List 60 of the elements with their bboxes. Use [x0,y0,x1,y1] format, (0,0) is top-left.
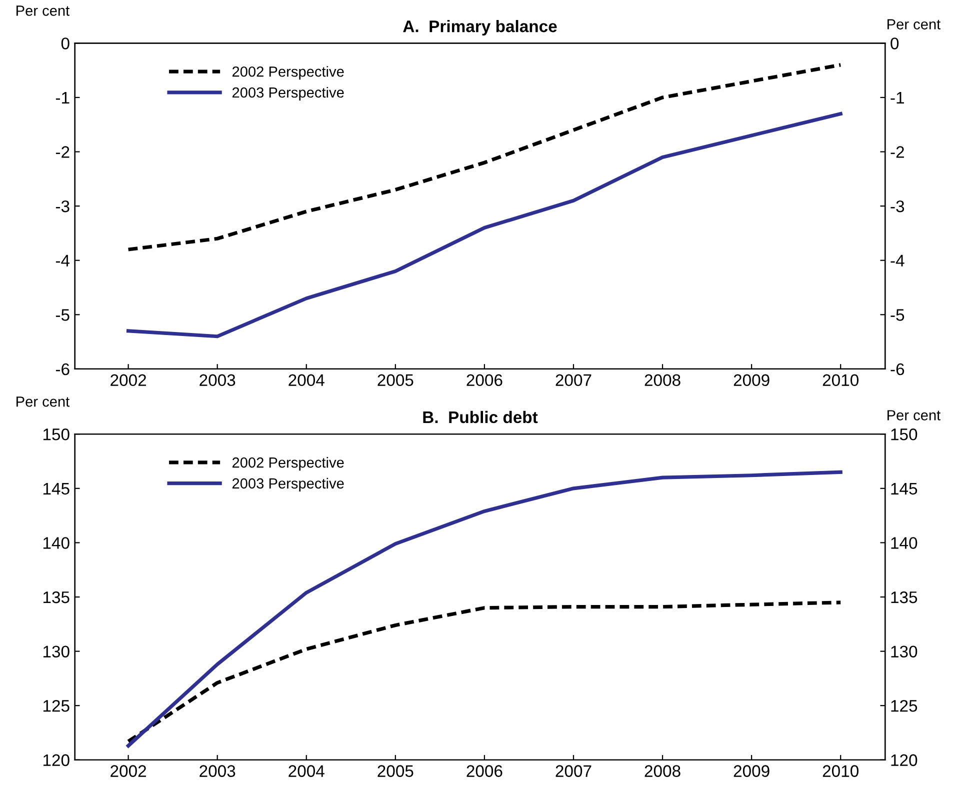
line-series [126,600,842,744]
x-tick-label: 2006 [466,765,502,777]
x-tick-label: 2008 [644,374,680,386]
y-tick-label: 130 [43,646,70,658]
x-tick-label: 2007 [556,765,592,777]
y-tick-label: 135 [43,591,70,604]
x-tick-label: 2009 [734,765,770,777]
y2-tick-label: -5 [890,309,904,321]
y2-axis-title: Per cent [888,410,941,420]
y2-tick-label: -4 [890,254,904,266]
y2-tick-label: 125 [891,700,918,712]
y-axis-title: Per cent [16,396,70,407]
x-tick-label: 2010 [822,765,858,777]
y2-tick-label: -3 [890,200,904,212]
y2-tick-label: 140 [891,537,918,549]
x-tick-label: 2005 [378,374,414,386]
y2-tick-label: 145 [891,482,918,495]
y2-tick-label: 135 [891,591,918,604]
legend-label: 2003 Perspective [232,86,344,101]
legend-label: 2002 Perspective [232,457,344,471]
y2-tick-label: 150 [891,428,918,440]
line-series [126,470,842,748]
line-series [126,63,842,252]
y2-tick-label: -1 [890,92,904,104]
y-tick-label: -5 [56,309,70,321]
chart-title: B. Public debt [423,410,538,424]
y2-tick-label: 0 [890,38,899,50]
y-tick-label: -3 [56,200,70,212]
x-tick-label: 2007 [556,374,592,386]
chart-title: A. Primary balance [403,20,557,36]
y-tick-label: -1 [56,92,70,104]
x-tick-label: 2006 [466,374,502,386]
y2-tick-label: -6 [890,363,904,376]
y2-tick-label: 130 [891,646,918,658]
x-tick-label: 2002 [110,765,146,777]
y2-axis-title: Per cent [888,19,941,30]
x-tick-label: 2004 [288,374,324,386]
legend-label: 2003 Perspective [232,478,344,492]
legend-label: 2002 Perspective [232,66,344,80]
y-tick-label: -6 [56,363,70,376]
y-tick-label: 0 [61,38,70,50]
y-tick-label: 150 [43,428,70,440]
y2-tick-label: 120 [891,754,918,766]
y2-tick-label: -2 [890,146,904,158]
y-tick-label: 120 [43,754,70,766]
x-tick-label: 2003 [200,765,236,777]
x-tick-label: 2003 [200,374,236,386]
line-series [126,112,842,338]
x-tick-label: 2010 [822,374,858,386]
x-tick-label: 2002 [110,374,146,386]
y-tick-label: 145 [43,482,70,495]
x-tick-label: 2005 [378,765,414,777]
y-tick-label: 125 [43,700,70,712]
x-tick-label: 2008 [644,765,680,777]
x-tick-label: 2004 [288,765,324,777]
x-tick-label: 2009 [734,374,770,386]
y-tick-label: 140 [43,537,70,549]
y-tick-label: -2 [56,146,70,158]
y-tick-label: -4 [56,254,70,266]
y-axis-title: Per cent [16,6,70,16]
